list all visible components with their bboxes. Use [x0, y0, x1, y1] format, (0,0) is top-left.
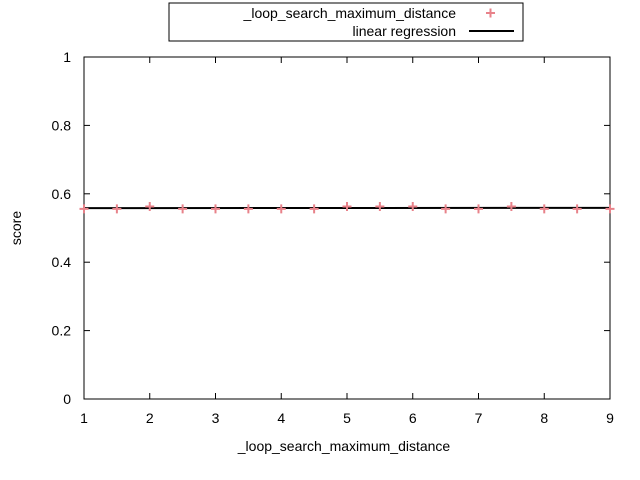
data-point-plus: [572, 204, 582, 214]
legend-label-series-1: _loop_search_maximum_distance: [243, 5, 457, 21]
legend: _loop_search_maximum_distance linear reg…: [168, 2, 524, 42]
x-axis-ticks: 1 2 3 4 5 6 7 8 9: [80, 57, 614, 426]
x-tick-label: 1: [80, 410, 88, 426]
data-point-plus: [408, 201, 418, 211]
y-tick-label: 1: [63, 49, 71, 65]
x-tick-label: 9: [606, 410, 614, 426]
data-point-plus: [605, 204, 615, 214]
data-point-plus: [474, 204, 483, 214]
data-point-plus: [112, 204, 122, 214]
plot-frame: [83, 56, 611, 400]
x-tick-label: 2: [146, 410, 154, 426]
data-point-plus: [342, 201, 352, 211]
y-axis-ticks: 0 0.2 0.4 0.6 0.8 1: [52, 49, 610, 407]
data-point-plus: [145, 201, 155, 211]
x-tick-label: 5: [343, 410, 351, 426]
y-axis-label: score: [8, 211, 24, 245]
data-point-plus: [211, 204, 220, 214]
legend-box: [168, 2, 524, 42]
y-tick-label: 0.8: [52, 117, 72, 133]
data-point-plus: [309, 204, 319, 214]
x-tick-label: 6: [409, 410, 417, 426]
x-tick-label: 7: [475, 410, 483, 426]
series-layer: [79, 201, 615, 214]
legend-label-series-2: linear regression: [353, 23, 457, 39]
y-tick-label: 0.6: [52, 186, 72, 202]
y-tick-label: 0.2: [52, 323, 72, 339]
y-tick-label: 0: [63, 391, 71, 407]
data-point-plus: [79, 204, 89, 214]
x-tick-label: 3: [212, 410, 220, 426]
data-point-plus: [506, 201, 516, 211]
data-point-plus: [276, 204, 286, 214]
data-point-plus: [441, 204, 451, 214]
legend-marker-plus: [486, 8, 495, 18]
y-tick-label: 0.4: [52, 254, 72, 270]
x-axis-label: _loop_search_maximum_distance: [237, 438, 451, 454]
data-point-plus: [375, 201, 385, 211]
data-point-plus: [243, 204, 253, 214]
data-point-plus: [539, 204, 549, 214]
data-point-plus: [178, 204, 188, 214]
x-tick-label: 8: [540, 410, 548, 426]
x-tick-label: 4: [277, 410, 285, 426]
